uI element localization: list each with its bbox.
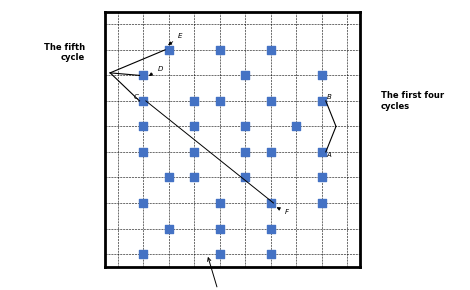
Point — [216, 201, 224, 205]
Text: The first four
cycles: The first four cycles — [381, 91, 444, 110]
Point — [267, 252, 274, 256]
Point — [191, 150, 198, 154]
Point — [140, 201, 147, 205]
Point — [216, 252, 224, 256]
Text: A: A — [327, 152, 331, 158]
Point — [216, 226, 224, 231]
Point — [191, 175, 198, 180]
Point — [242, 73, 249, 78]
Point — [267, 48, 274, 52]
Point — [267, 99, 274, 103]
Text: D: D — [149, 66, 163, 75]
Point — [165, 175, 172, 180]
Text: B: B — [327, 94, 331, 100]
Point — [293, 124, 300, 129]
Point — [165, 226, 172, 231]
Text: F: F — [277, 208, 289, 215]
Point — [318, 175, 326, 180]
Point — [242, 124, 249, 129]
Point — [267, 226, 274, 231]
Point — [165, 48, 172, 52]
Point — [140, 252, 147, 256]
Point — [216, 48, 224, 52]
Text: C: C — [133, 94, 138, 100]
Point — [191, 99, 198, 103]
Point — [216, 99, 224, 103]
Text: E: E — [169, 33, 182, 45]
Point — [140, 150, 147, 154]
Point — [242, 175, 249, 180]
Point — [191, 124, 198, 129]
Text: Guide tube: Guide tube — [196, 258, 243, 290]
Point — [318, 150, 326, 154]
Point — [242, 150, 249, 154]
Point — [318, 201, 326, 205]
Point — [140, 124, 147, 129]
Point — [267, 201, 274, 205]
Point — [140, 73, 147, 78]
Point — [140, 99, 147, 103]
Point — [318, 73, 326, 78]
Text: The fifth
cycle: The fifth cycle — [44, 43, 85, 62]
Point — [318, 99, 326, 103]
Point — [267, 150, 274, 154]
